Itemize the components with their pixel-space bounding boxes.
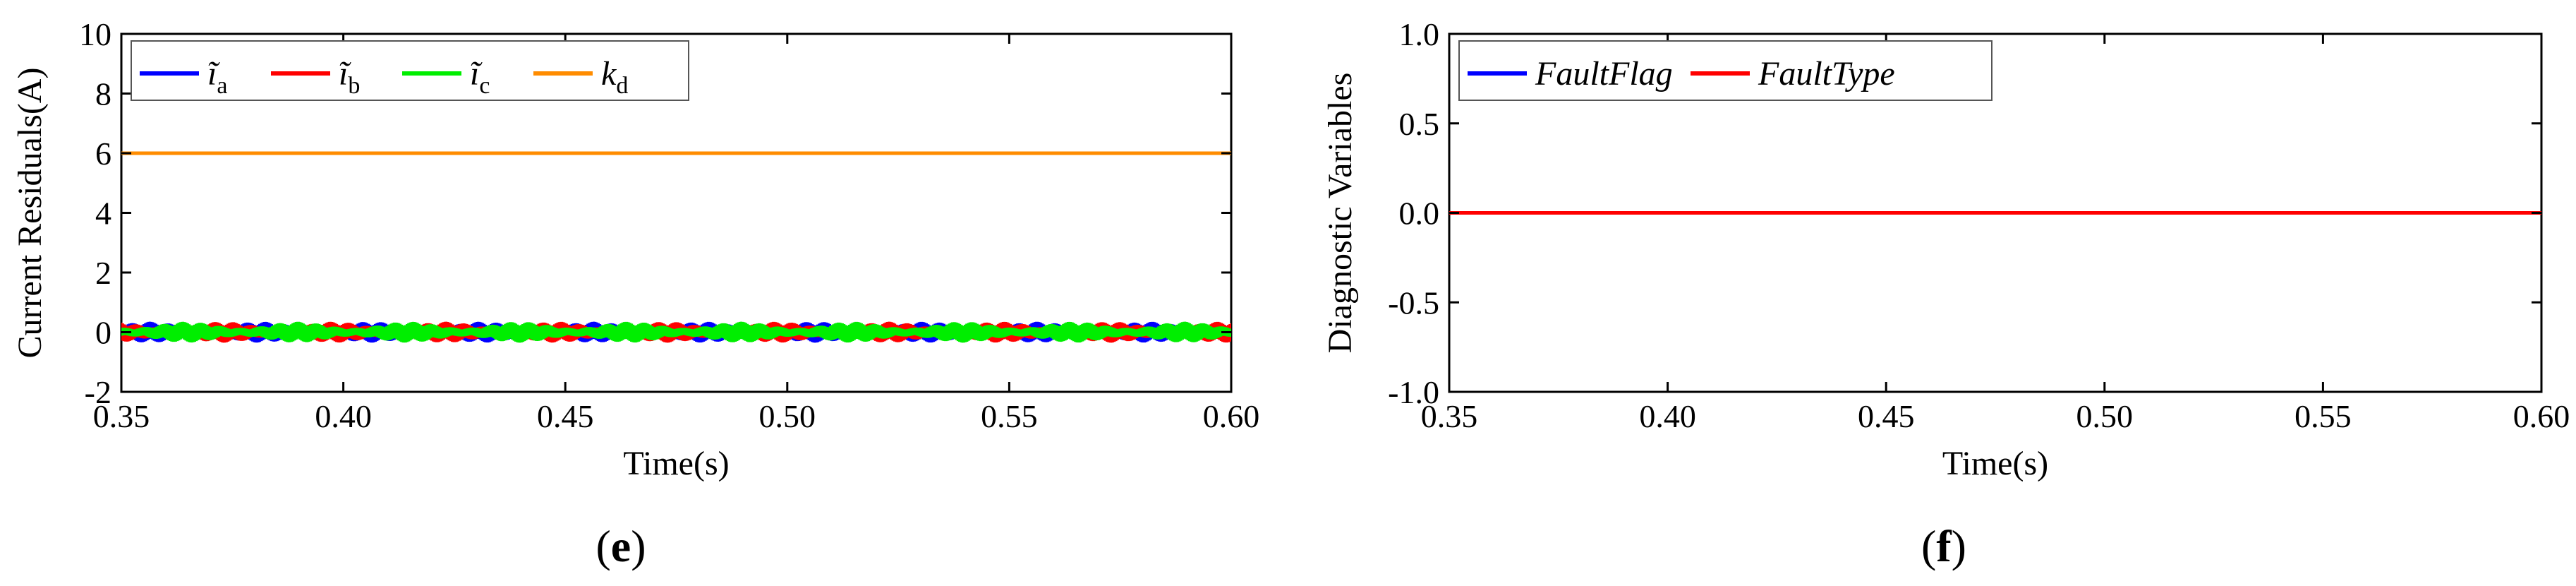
y-tick-label: 2 <box>95 255 111 291</box>
series-line-2 <box>121 321 1231 343</box>
y-tick-label: -0.5 <box>1388 285 1439 321</box>
x-axis-label: Time(s) <box>1942 445 2048 482</box>
x-tick-label: 0.50 <box>759 398 816 434</box>
x-tick-label: 0.40 <box>315 398 372 434</box>
x-tick-label: 0.35 <box>1421 398 1478 434</box>
y-tick-label: 8 <box>95 76 111 112</box>
legend: FaultFlag FaultType <box>1458 40 1993 101</box>
y-tick-label: 6 <box>95 136 111 172</box>
legend-label-3: kd <box>601 55 628 99</box>
legend-label-1: FaultType <box>1758 55 1895 92</box>
y-axis-label: Current Residuals(A) <box>11 68 49 359</box>
y-axis-label: Diagnostic Variables <box>1322 73 1359 354</box>
legend-label-0: FaultFlag <box>1535 55 1673 92</box>
y-tick-label: 10 <box>79 16 111 52</box>
x-tick-label: 0.60 <box>1203 398 1260 434</box>
x-tick-label: 0.60 <box>2513 398 2570 434</box>
y-tick-label: 0.5 <box>1399 106 1440 142</box>
y-tick-label: 0.0 <box>1399 196 1440 232</box>
x-tick-label: 0.45 <box>537 398 594 434</box>
legend-box <box>131 40 689 101</box>
plot-area <box>121 151 1231 343</box>
x-tick-label: 0.45 <box>1858 398 1915 434</box>
y-tick-label: 1.0 <box>1399 16 1440 52</box>
y-tick-label: 0 <box>95 315 111 351</box>
legend-box <box>1458 40 1993 101</box>
x-tick-label: 0.55 <box>981 398 1038 434</box>
panel-label-e: (e) <box>595 521 646 571</box>
chart-panel-e: 0.35 0.40 0.45 0.50 0.55 0.60 -2 0 2 4 6 8 10 Time(s)… <box>11 16 1259 482</box>
y-tick-label: 4 <box>95 196 111 232</box>
chart-panel-f: 0.35 0.40 0.45 0.50 0.55 0.60 -1.0 -0.5 0.0 0.5 1.… <box>1322 16 2570 482</box>
x-axis-label: Time(s) <box>623 445 729 482</box>
panel-label-f: (f) <box>1921 521 1966 571</box>
y-tick-label: -1.0 <box>1388 374 1439 410</box>
legend: ĩa ĩb ĩc kd <box>131 40 689 101</box>
y-tick-label: -2 <box>85 374 111 410</box>
x-tick-label: 0.40 <box>1639 398 1696 434</box>
x-tick-label: 0.55 <box>2294 398 2352 434</box>
x-tick-label: 0.35 <box>93 398 150 434</box>
x-tick-label: 0.50 <box>2076 398 2134 434</box>
